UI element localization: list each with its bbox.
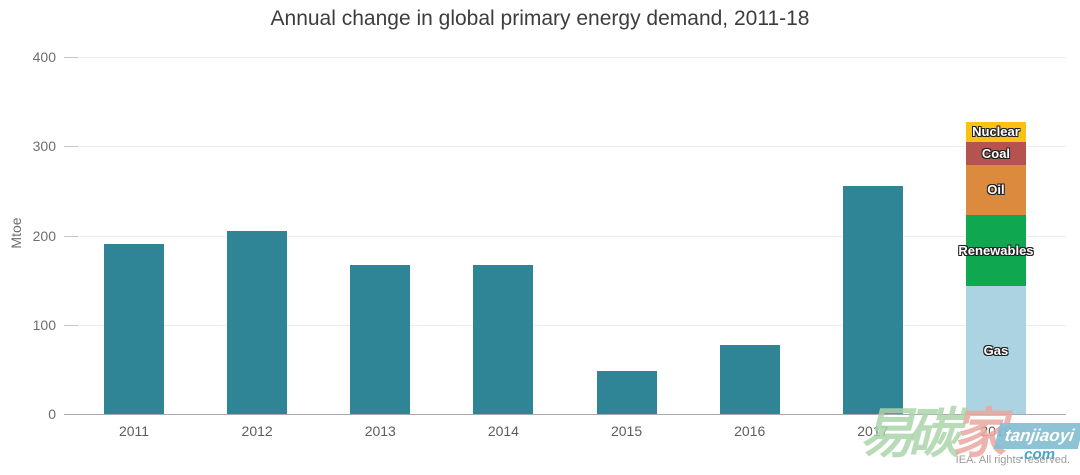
gridline-100 xyxy=(64,324,1066,326)
x-tick-label-2013: 2013 xyxy=(364,423,396,439)
y-tick-label-200: 200 xyxy=(32,227,56,244)
watermark-cjk-char-tan: 碳 xyxy=(906,404,960,464)
segment-renewables: Renewables xyxy=(958,214,1034,287)
y-tick-mark-400 xyxy=(64,57,78,58)
gridline-200 xyxy=(64,235,1066,237)
stacked-bar-2018: Gas Renewables Oil Coal Nuclear xyxy=(958,122,1034,414)
segment-nuclear: Nuclear xyxy=(965,122,1026,142)
bar-2017 xyxy=(842,186,903,414)
y-tick-mark-100 xyxy=(64,324,78,326)
y-tick-label-400: 400 xyxy=(32,49,56,65)
x-tick-label-2017: 2017 xyxy=(857,423,889,439)
bar-2012 xyxy=(227,231,288,414)
segment-label-nuclear: Nuclear xyxy=(972,124,1020,140)
x-tick-label-2014: 2014 xyxy=(487,423,519,439)
bar-2015 xyxy=(596,371,657,414)
bar-2013 xyxy=(350,264,411,414)
segment-gas: Gas xyxy=(965,286,1026,414)
y-tick-mark-200 xyxy=(64,235,78,237)
watermark-site-tld: .com xyxy=(1020,446,1056,463)
chart-title: Annual change in global primary energy d… xyxy=(270,7,810,30)
y-tick-mark-300 xyxy=(64,146,78,148)
gridline-0 xyxy=(64,414,1066,415)
y-tick-label-300: 300 xyxy=(32,138,56,155)
y-tick-label-0: 0 xyxy=(48,406,56,422)
gridline-300 xyxy=(64,146,1066,148)
segment-label-gas: Gas xyxy=(983,342,1009,358)
segment-label-renewables: Renewables xyxy=(958,243,1034,259)
bar-2016 xyxy=(719,345,780,414)
watermark-site-name: tanjiaoyi xyxy=(1003,426,1075,445)
x-tick-label-2011: 2011 xyxy=(118,423,150,439)
segment-label-coal: Coal xyxy=(981,145,1011,161)
y-tick-label-100: 100 xyxy=(32,316,56,333)
segment-coal: Coal xyxy=(965,141,1026,165)
bar-2011 xyxy=(104,244,164,414)
copyright-credit: IEA. All rights reserved. xyxy=(955,454,1070,466)
bar-2014 xyxy=(473,264,534,414)
x-tick-label-2016: 2016 xyxy=(734,423,766,439)
watermark-cjk-char-yi: 易 xyxy=(860,404,914,464)
x-tick-label-2015: 2015 xyxy=(610,423,643,439)
x-tick-label-2012: 2012 xyxy=(241,423,273,439)
segment-label-oil: Oil xyxy=(987,182,1005,198)
segment-oil: Oil xyxy=(965,165,1026,215)
gridline-400 xyxy=(64,57,1066,58)
